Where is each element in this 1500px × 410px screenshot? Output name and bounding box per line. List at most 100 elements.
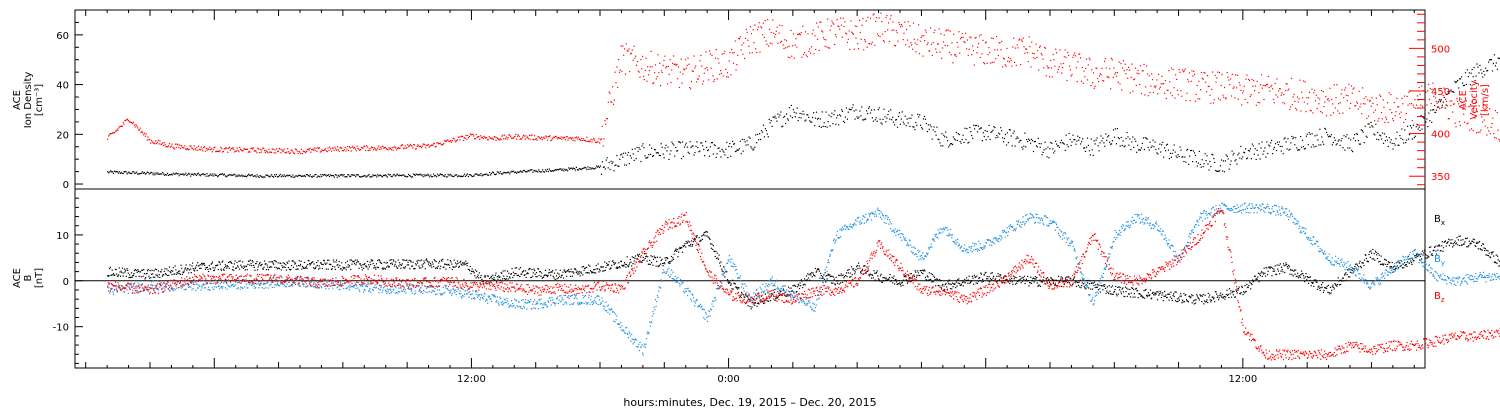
bx-point	[625, 263, 628, 266]
density-point	[1340, 140, 1342, 142]
density-point	[1119, 145, 1121, 147]
bx-point	[410, 261, 412, 263]
density-point	[600, 173, 603, 175]
velocity-point	[1111, 59, 1113, 61]
velocity-point	[125, 119, 127, 122]
density-point	[1033, 141, 1035, 143]
density-point	[153, 172, 155, 174]
density-point	[853, 110, 855, 112]
velocity-point	[1139, 83, 1141, 86]
bx-point	[1141, 295, 1143, 297]
density-point	[1261, 141, 1263, 143]
density-point	[1135, 140, 1137, 142]
density-point	[1415, 126, 1417, 128]
velocity-point	[866, 46, 868, 48]
density-point	[1462, 82, 1464, 84]
bx-point	[780, 290, 782, 293]
density-point	[674, 155, 676, 157]
velocity-point	[391, 147, 393, 149]
velocity-point	[267, 152, 269, 154]
density-point	[311, 176, 313, 178]
velocity-point	[805, 54, 807, 56]
density-point	[170, 173, 172, 175]
density-point	[982, 132, 984, 134]
velocity-point	[624, 48, 626, 50]
velocity-point	[762, 22, 765, 24]
bx-point	[1131, 287, 1133, 289]
velocity-point	[696, 81, 698, 83]
density-point	[323, 174, 325, 176]
velocity-point	[215, 151, 217, 153]
density-point	[1080, 143, 1082, 145]
bx-point	[1279, 263, 1281, 265]
velocity-point	[186, 148, 189, 150]
density-point	[810, 121, 812, 123]
bx-point	[1182, 299, 1184, 301]
bx-point	[1074, 282, 1076, 284]
velocity-point	[691, 70, 693, 72]
density-point	[1063, 143, 1065, 145]
velocity-point	[188, 148, 190, 150]
density-point	[845, 107, 847, 109]
velocity-point	[336, 149, 338, 151]
density-point	[760, 138, 762, 141]
velocity-point	[1333, 84, 1335, 86]
density-point	[243, 175, 245, 177]
velocity-point	[612, 103, 615, 105]
velocity-point	[592, 139, 594, 141]
bx-point	[883, 280, 885, 282]
bx-point	[1180, 293, 1182, 295]
density-point	[733, 143, 735, 145]
velocity-point	[1314, 89, 1316, 91]
bx-point	[408, 264, 410, 266]
bx-point	[156, 274, 158, 276]
density-point	[625, 164, 628, 166]
bx-point	[701, 238, 703, 240]
bx-point	[943, 288, 945, 290]
velocity-point	[1261, 87, 1263, 89]
density-point	[1187, 148, 1189, 150]
velocity-point	[1272, 98, 1275, 100]
bx-point	[768, 297, 770, 299]
velocity-point	[946, 29, 948, 31]
density-point	[348, 174, 350, 176]
velocity-point	[1100, 74, 1102, 76]
density-point	[862, 119, 864, 121]
density-point	[139, 172, 142, 175]
density-point	[1031, 140, 1034, 142]
bx-point	[881, 281, 883, 283]
velocity-point	[947, 45, 949, 47]
velocity-point	[1028, 36, 1030, 38]
density-point	[1188, 163, 1190, 165]
density-point	[338, 175, 340, 178]
bx-point	[301, 265, 304, 267]
bx-point	[1169, 293, 1171, 295]
velocity-point	[837, 25, 839, 27]
bx-point	[514, 273, 516, 275]
bx-point	[508, 272, 510, 274]
bx-point	[649, 259, 651, 262]
bx-point	[323, 259, 325, 261]
density-point	[781, 126, 783, 128]
bx-point	[891, 276, 893, 278]
velocity-point	[738, 38, 741, 40]
velocity-point	[725, 68, 727, 70]
density-point	[1294, 144, 1296, 146]
bx-point	[312, 261, 314, 263]
velocity-point	[354, 147, 356, 149]
density-point	[205, 175, 207, 177]
bx-point	[490, 276, 492, 278]
bx-point	[1246, 286, 1249, 288]
velocity-point	[1121, 89, 1123, 91]
bx-point	[260, 265, 262, 267]
velocity-point	[605, 123, 607, 125]
velocity-point	[378, 148, 381, 150]
density-point	[1178, 155, 1180, 158]
bx-point	[1119, 289, 1121, 291]
density-point	[741, 138, 743, 140]
bx-point	[578, 273, 580, 275]
density-point	[944, 136, 946, 138]
bx-point	[547, 274, 549, 276]
density-point	[805, 119, 807, 121]
density-point	[131, 172, 133, 174]
